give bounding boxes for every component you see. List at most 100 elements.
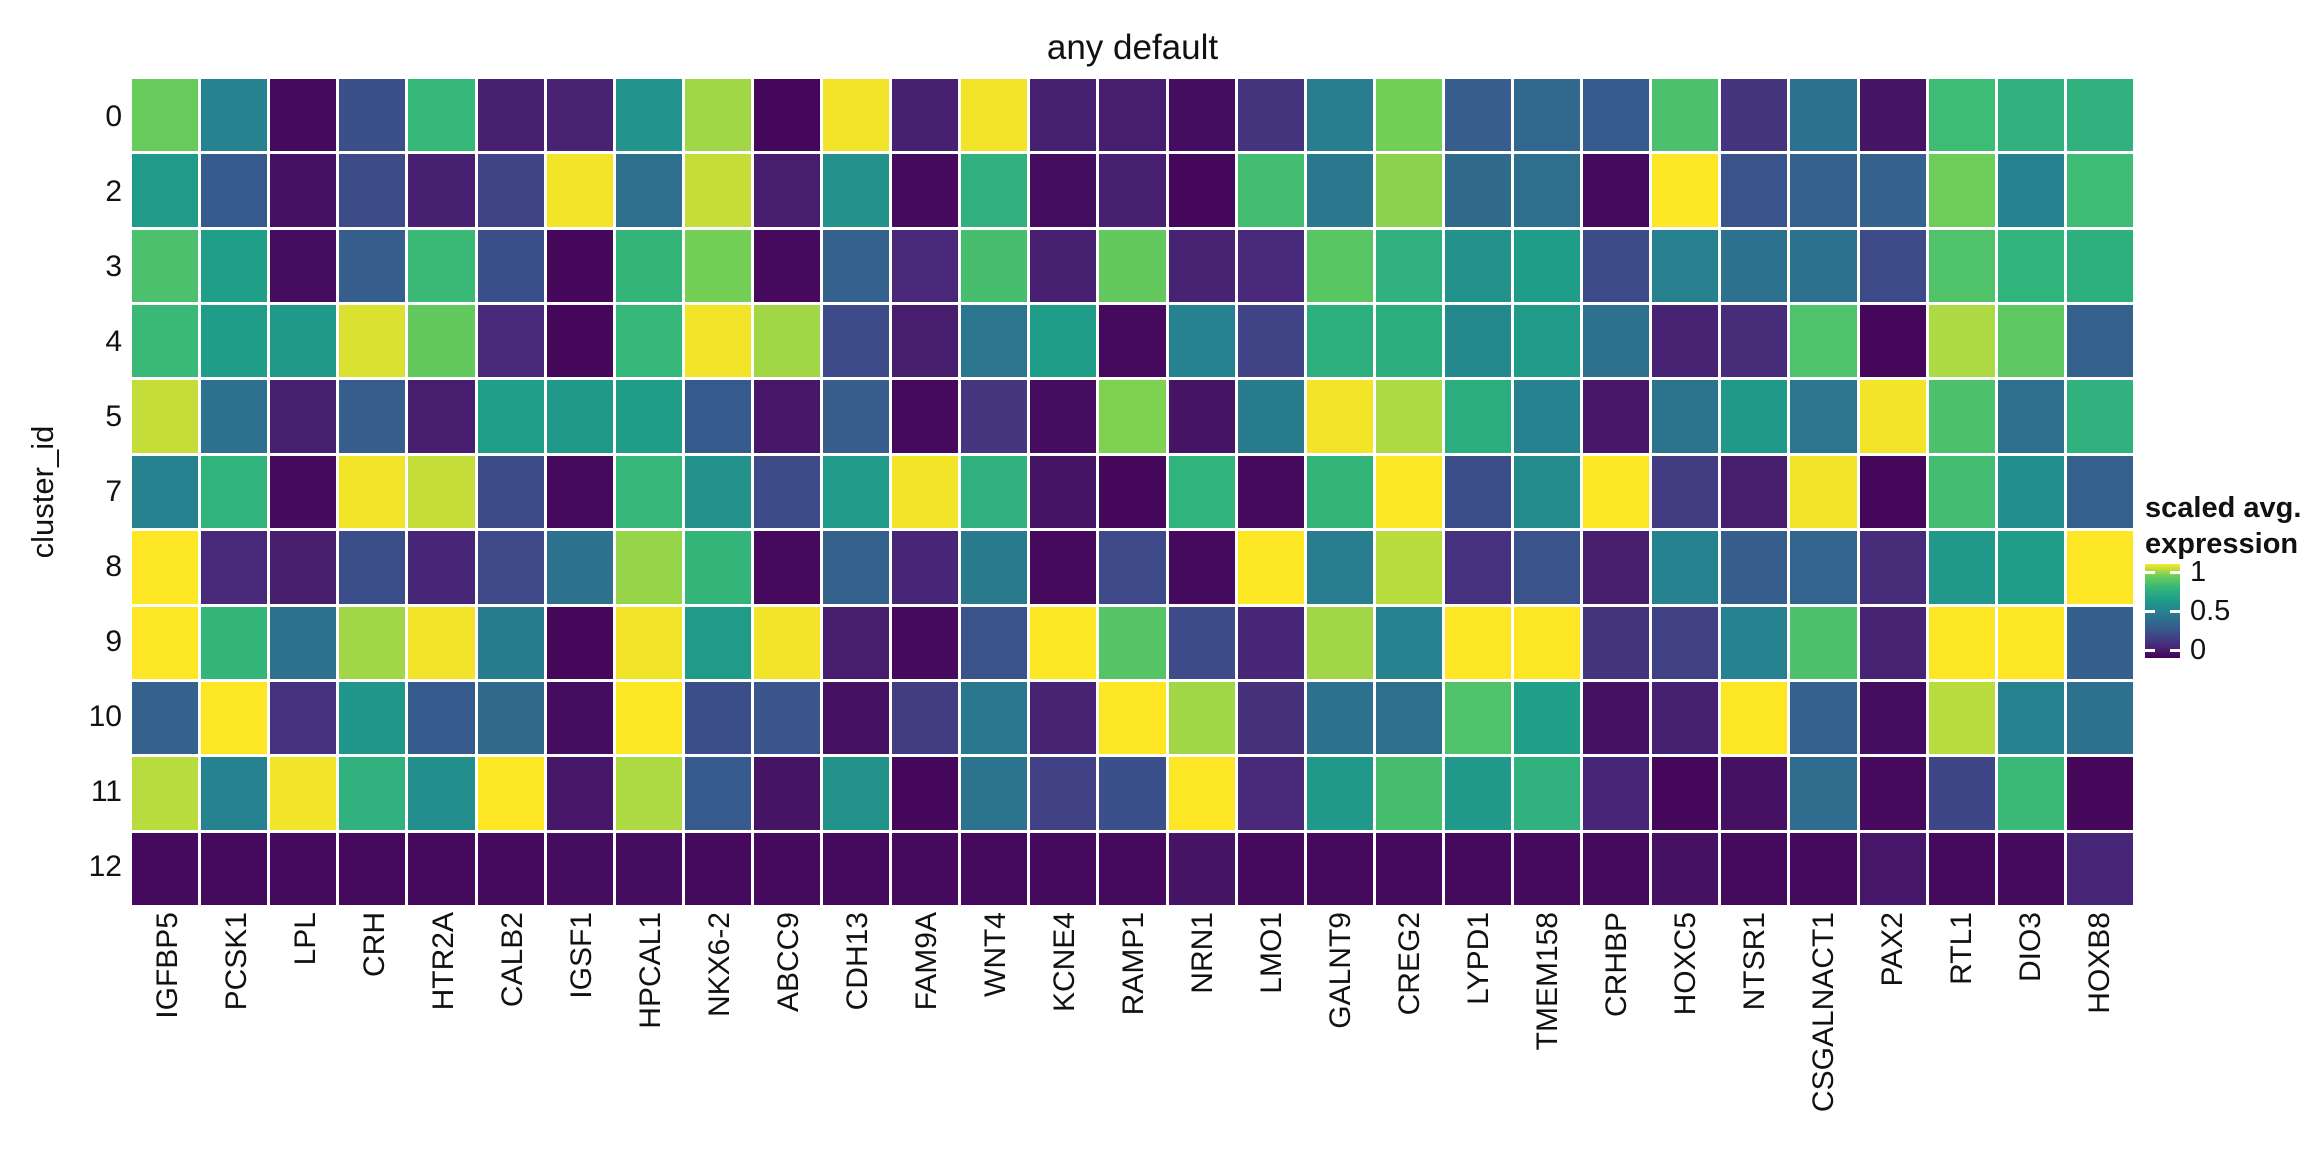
heatmap-cell xyxy=(1444,154,1512,227)
heatmap-cell xyxy=(2066,757,2133,830)
heatmap-cell xyxy=(1652,531,1719,604)
heatmap-cell xyxy=(1583,305,1650,378)
heatmap-cell xyxy=(961,757,1028,830)
heatmap-cell xyxy=(477,681,544,755)
heatmap-cell xyxy=(1928,832,1995,905)
heatmap-cell xyxy=(961,305,1028,378)
heatmap-cell xyxy=(615,455,682,529)
heatmap-cell xyxy=(1306,606,1373,679)
heatmap-cell xyxy=(1514,757,1581,830)
heatmap-cell xyxy=(1514,305,1581,378)
x-tick-label: CRHBP xyxy=(1599,912,1633,1018)
heatmap-cell xyxy=(1583,455,1650,529)
heatmap-cell xyxy=(753,681,821,755)
heatmap-cell xyxy=(1583,380,1650,453)
heatmap-cell xyxy=(1790,681,1857,755)
heatmap-cell xyxy=(1583,154,1650,227)
heatmap-cell xyxy=(546,229,613,303)
heatmap-cell xyxy=(823,305,890,378)
heatmap-cell xyxy=(1375,606,1442,679)
heatmap-cell xyxy=(1583,757,1650,830)
heatmap-cell xyxy=(1928,229,1995,303)
heatmap-cell xyxy=(961,606,1028,679)
heatmap-cell xyxy=(1168,531,1235,604)
heatmap-cell xyxy=(1168,757,1235,830)
heatmap-cell xyxy=(1237,832,1304,905)
colorbar-tick xyxy=(2170,610,2180,613)
heatmap-cell xyxy=(1721,229,1788,303)
heatmap-cell xyxy=(1306,757,1373,830)
heatmap-cell xyxy=(1928,380,1995,453)
heatmap-cell xyxy=(1099,531,1166,604)
heatmap-cell xyxy=(1859,606,1926,679)
heatmap-cell xyxy=(339,606,406,679)
heatmap-cell xyxy=(201,681,268,755)
heatmap-cell xyxy=(753,606,821,679)
x-tick-label: LMO1 xyxy=(1254,912,1288,994)
heatmap-cell xyxy=(753,455,821,529)
heatmap-cell xyxy=(1514,79,1581,152)
heatmap-cell xyxy=(1444,757,1512,830)
heatmap-cell xyxy=(1030,305,1097,378)
heatmap-cell xyxy=(408,681,475,755)
heatmap-cell xyxy=(1099,79,1166,152)
heatmap-cell xyxy=(408,154,475,227)
heatmap-cell xyxy=(892,380,959,453)
heatmap-cell xyxy=(1168,681,1235,755)
heatmap-cell xyxy=(477,79,544,152)
y-tick-label: 9 xyxy=(105,625,122,659)
heatmap-cell xyxy=(961,79,1028,152)
legend-title-line2: expression xyxy=(2145,528,2299,560)
heatmap-cell xyxy=(1583,681,1650,755)
heatmap-cell xyxy=(339,681,406,755)
heatmap-cell xyxy=(408,79,475,152)
heatmap-cell xyxy=(961,531,1028,604)
heatmap-cell xyxy=(1652,455,1719,529)
heatmap-cell xyxy=(823,455,890,529)
heatmap-cell xyxy=(753,757,821,830)
heatmap-cell xyxy=(201,606,268,679)
x-tick-label: KCNE4 xyxy=(1047,912,1081,1013)
heatmap-cell xyxy=(339,154,406,227)
heatmap-cell xyxy=(1375,154,1442,227)
heatmap-cell xyxy=(1790,229,1857,303)
x-tick-label: HPCAL1 xyxy=(633,912,667,1029)
heatmap-cell xyxy=(1306,681,1373,755)
x-tick-label: RAMP1 xyxy=(1116,912,1150,1016)
x-tick-label: PAX2 xyxy=(1875,912,1909,987)
legend-tick-label: 0 xyxy=(2190,634,2207,666)
heatmap-cell xyxy=(823,832,890,905)
heatmap-cell xyxy=(823,229,890,303)
heatmap-cell xyxy=(1583,832,1650,905)
heatmap-cell xyxy=(546,606,613,679)
heatmap-cell xyxy=(132,380,199,453)
heatmap-cell xyxy=(408,832,475,905)
heatmap-cell xyxy=(477,380,544,453)
heatmap-cell xyxy=(1030,79,1097,152)
heatmap-cell xyxy=(1721,757,1788,830)
heatmap-cell xyxy=(1790,380,1857,453)
heatmap-cell xyxy=(2066,154,2133,227)
y-tick-label: 4 xyxy=(105,324,122,358)
y-tick-label: 10 xyxy=(88,700,122,734)
heatmap-cell xyxy=(1099,305,1166,378)
heatmap-cell xyxy=(1583,531,1650,604)
heatmap-cell xyxy=(892,531,959,604)
y-tick-label: 0 xyxy=(105,99,122,133)
heatmap-cell xyxy=(823,154,890,227)
heatmap-cell xyxy=(753,832,821,905)
heatmap-cell xyxy=(408,455,475,529)
heatmap-cell xyxy=(1790,305,1857,378)
heatmap-cell xyxy=(1997,681,2064,755)
heatmap-cell xyxy=(1514,606,1581,679)
heatmap-cell xyxy=(892,681,959,755)
heatmap-cell xyxy=(1514,380,1581,453)
heatmap-cell xyxy=(2066,79,2133,152)
heatmap-cell xyxy=(339,229,406,303)
heatmap-cell xyxy=(615,79,682,152)
heatmap-cell xyxy=(1652,79,1719,152)
heatmap-cell xyxy=(1099,832,1166,905)
heatmap-cell xyxy=(892,757,959,830)
heatmap-cell xyxy=(270,79,337,152)
heatmap-cell xyxy=(1237,606,1304,679)
